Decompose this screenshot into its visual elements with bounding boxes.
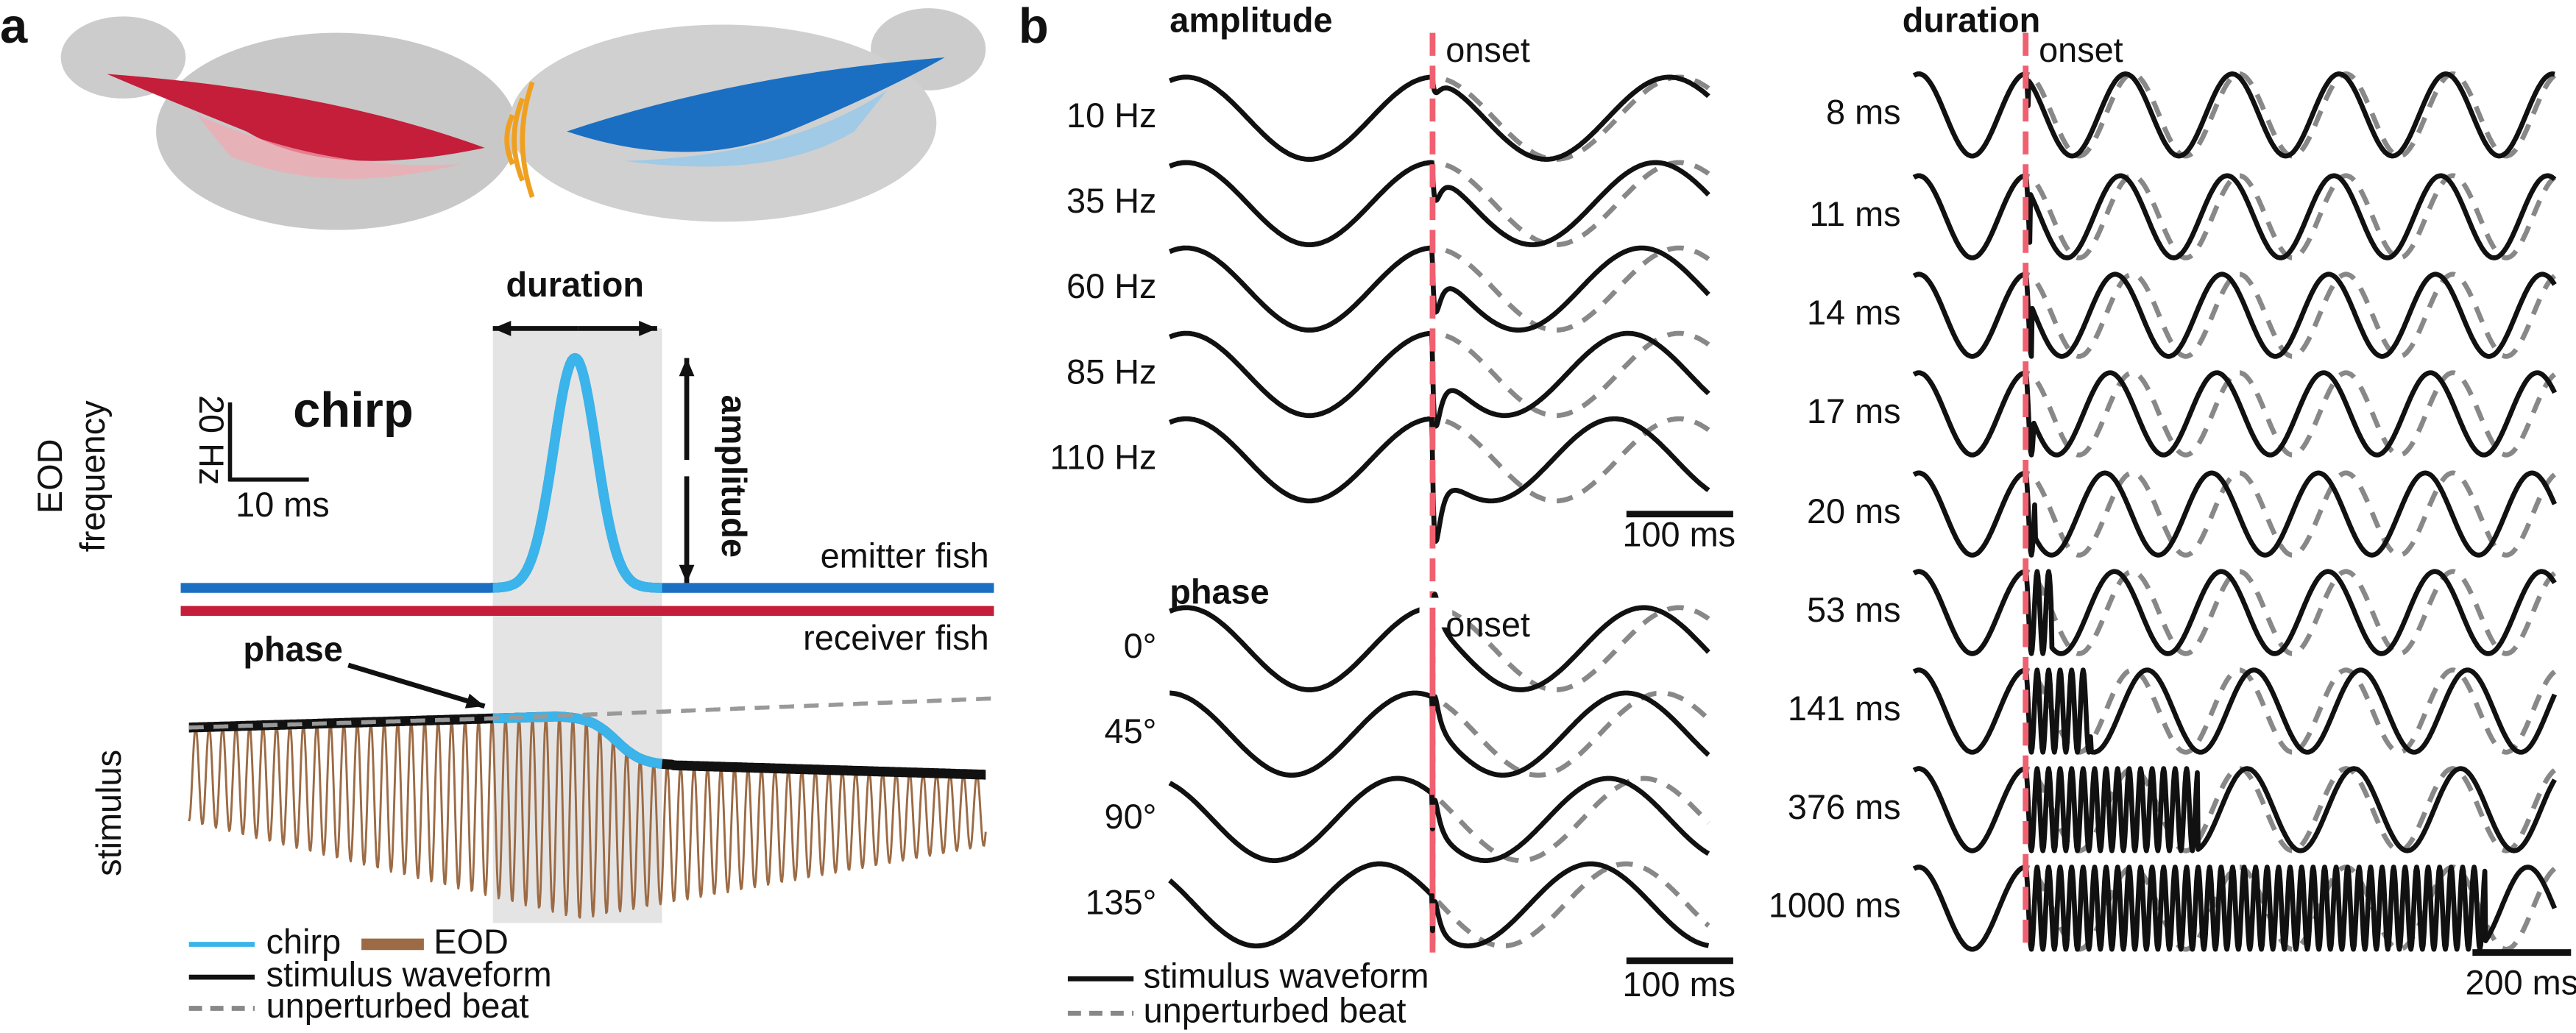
label: 141 ms [1788,689,1901,728]
label: 11 ms [1809,195,1900,233]
label: 20 ms [1807,492,1901,530]
mask [1419,597,1453,628]
chirp-window [492,328,662,923]
label: 200 ms [2465,964,2576,1002]
label: 17 ms [1807,392,1901,430]
label: 376 ms [1788,788,1901,826]
label: 14 ms [1807,294,1901,332]
stimulus-waveform [1168,160,1710,247]
arrow-head [679,358,695,377]
arrow-head [639,320,657,336]
label: 85 Hz [1066,352,1156,391]
label: duration [1903,1,2040,40]
label: stimulus waveform [266,955,552,993]
label: 90° [1105,798,1157,836]
label: unperturbed beat [1144,992,1406,1030]
stimulus-waveform [1912,173,2557,260]
label: 35 Hz [1066,182,1156,220]
stimulus-waveform [1912,470,2558,558]
label: chirp [293,383,414,438]
label: amplitude [715,395,753,558]
label: b [1019,0,1049,54]
arrow [347,662,486,709]
arrow-head [464,693,485,709]
label: 20 Hz [192,395,230,485]
label: 100 ms [1622,965,1735,1004]
label: stimulus [90,750,128,876]
unperturbed-beat [1168,861,1710,949]
label: 135° [1085,883,1156,921]
label: 110 Hz [1050,438,1156,476]
stimulus-waveform [1168,861,1710,949]
label: 45° [1105,712,1157,750]
label: unperturbed beat [266,987,529,1025]
label: phase [243,631,342,669]
label: EOD [31,439,69,514]
stimulus-waveform [1912,766,2557,853]
stimulus-waveform [1912,71,2557,159]
chirp-trace [489,352,666,593]
arrow-head [679,564,695,583]
label: phase [1170,572,1269,611]
label: receiver fish [803,619,989,657]
stimulus-waveform [1912,667,2558,755]
eod [188,715,987,919]
label: emitter fish [821,536,989,575]
stimulus-waveform [1912,271,2557,359]
label: amplitude [1170,1,1332,40]
label: 1000 ms [1769,887,1901,925]
stimulus-waveform [1168,74,1710,162]
unperturbed-beat [188,696,995,730]
fish-illustration [60,8,986,230]
label: onset [1446,31,1530,69]
label: frequency [74,400,112,552]
label: 10 Hz [1066,96,1156,135]
label: onset [2039,31,2123,69]
label: a [0,0,28,54]
label: stimulus waveform [1144,957,1429,995]
label: onset [1446,606,1530,644]
label: 53 ms [1807,591,1901,629]
stimulus-waveform [1168,775,1710,863]
arrow-head [492,320,512,336]
label: EOD [434,923,509,961]
stimulus-waveform [1912,569,2557,656]
label: duration [506,266,644,304]
label: 60 Hz [1066,267,1156,305]
stimulus-waveform [1912,865,2558,952]
stimulus-waveform [1168,245,1710,333]
label: 100 ms [1622,515,1735,553]
label: chirp [266,923,342,961]
stimulus-waveform [1168,330,1710,429]
label: 10 ms [236,486,330,524]
label: 8 ms [1826,93,1901,132]
stimulus-waveform [1912,370,2558,458]
stimulus-waveform [1168,416,1710,544]
stimulus-waveform [1168,690,1710,778]
label: 0° [1124,627,1157,665]
